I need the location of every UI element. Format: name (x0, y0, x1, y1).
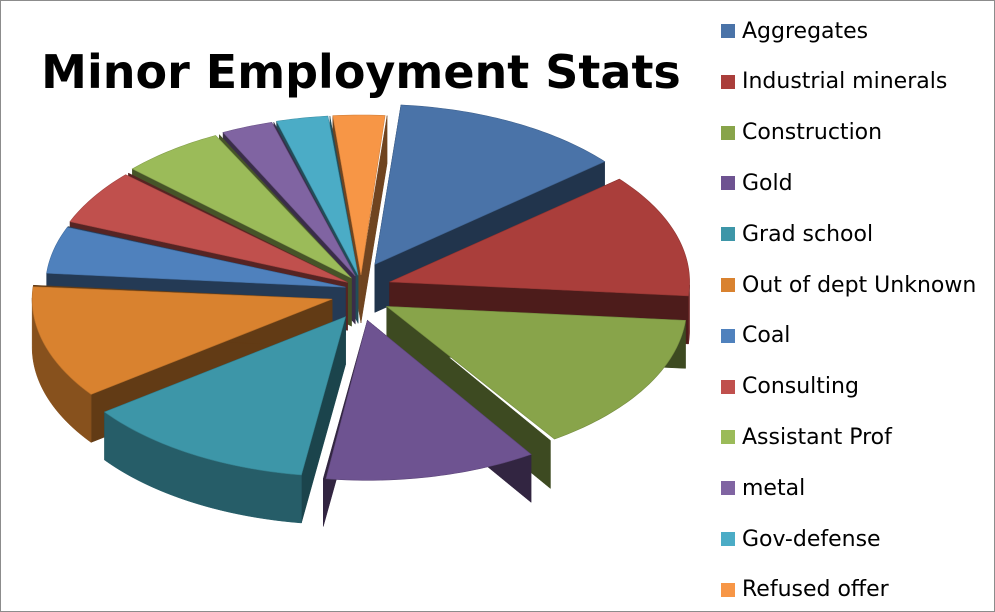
legend-item: Grad school (721, 219, 873, 249)
legend-label: Industrial minerals (742, 69, 948, 95)
legend-item: Coal (721, 321, 790, 351)
legend-item: Aggregates (721, 16, 868, 46)
legend-item: Gov-defense (721, 524, 881, 554)
legend-swatch (721, 328, 735, 343)
legend-label: Out of dept Unknown (742, 272, 977, 298)
legend-item: Refused offer (721, 575, 889, 605)
legend-swatch (721, 24, 735, 38)
legend-label: metal (742, 475, 806, 501)
legend-label: Gold (742, 170, 793, 196)
legend-swatch (721, 176, 735, 191)
legend-item: Gold (721, 168, 793, 198)
legend-item: Assistant Prof (721, 422, 892, 452)
legend-label: Assistant Prof (742, 424, 892, 450)
legend-swatch (721, 278, 735, 292)
legend-label: Gov-defense (742, 526, 881, 552)
legend-item: Industrial minerals (721, 67, 947, 97)
legend-swatch (721, 582, 735, 597)
legend-item: Out of dept Unknown (721, 270, 976, 300)
legend-label: Construction (742, 120, 883, 146)
chart-title: Minor Employment Stats (41, 45, 681, 99)
pie-chart (31, 104, 690, 527)
legend-swatch (721, 430, 735, 445)
legend-label: Consulting (742, 374, 859, 400)
legend-swatch (721, 532, 735, 546)
legend-label: Coal (742, 323, 791, 349)
pie-slice-gold (323, 319, 532, 527)
legend-item: Consulting (721, 372, 859, 402)
legend-swatch (721, 74, 735, 89)
legend-swatch (721, 481, 735, 496)
legend-swatch (721, 125, 735, 140)
pie-slice-grad-school (103, 316, 347, 524)
legend-swatch (721, 379, 735, 394)
legend-item: Construction (721, 118, 882, 148)
legend-label: Grad school (742, 221, 874, 247)
legend-item: metal (721, 473, 805, 503)
legend-label: Aggregates (742, 18, 869, 44)
legend-swatch (721, 227, 735, 242)
legend-label: Refused offer (742, 577, 889, 603)
